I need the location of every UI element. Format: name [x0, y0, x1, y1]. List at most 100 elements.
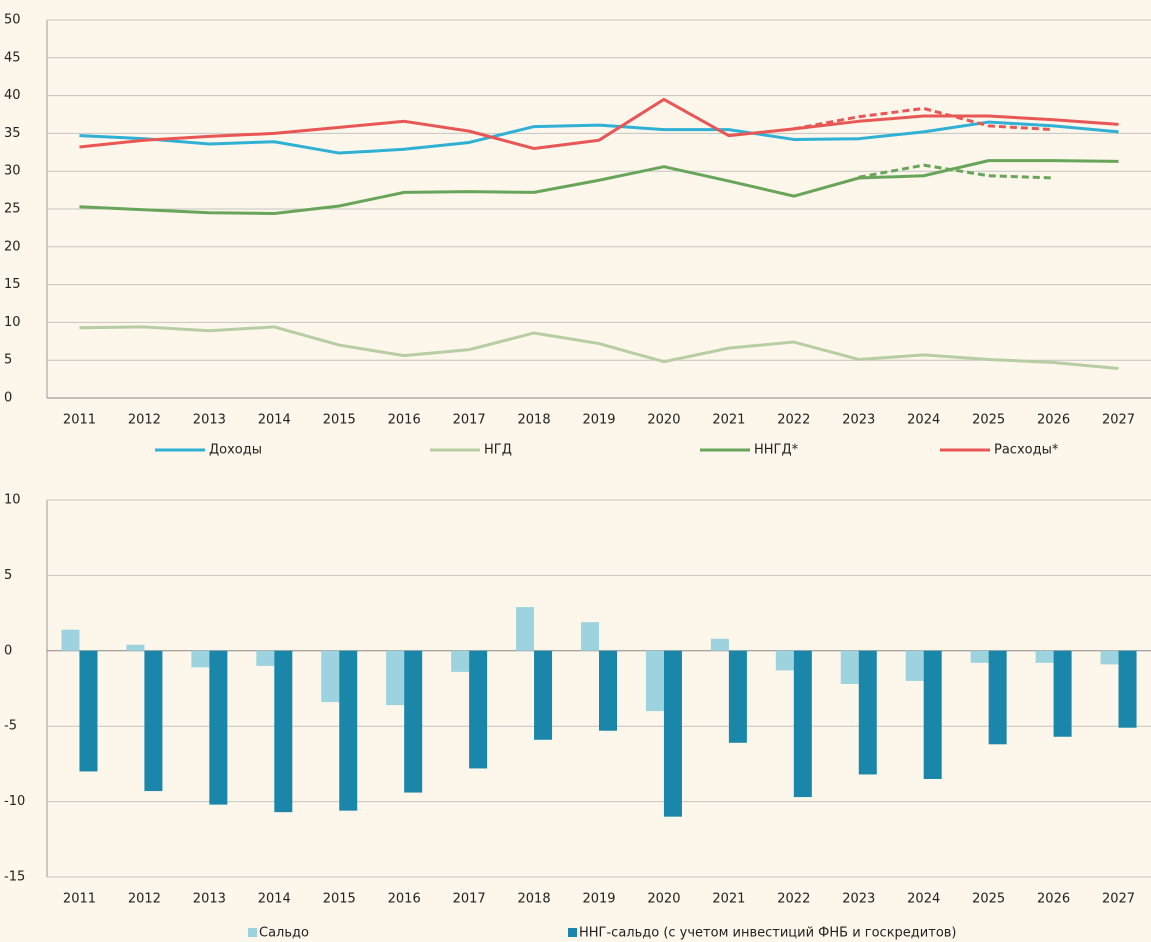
line	[858, 163, 1054, 180]
x-tick-label: 2027	[1102, 413, 1135, 428]
x-tick-label: 2014	[258, 413, 291, 428]
bar	[728, 650, 747, 743]
bar	[793, 650, 812, 798]
x-tick-label: 2014	[258, 892, 291, 907]
bar	[126, 644, 145, 651]
bar	[404, 650, 423, 793]
x-tick-label: 2020	[647, 892, 680, 907]
y-tick-label: 25	[4, 202, 21, 217]
x-tick-label: 2015	[323, 892, 356, 907]
legend-label: Расходы*	[994, 443, 1059, 458]
x-tick-label: 2027	[1102, 892, 1135, 907]
y-tick-label: 50	[4, 13, 21, 28]
legend-label: ННГД*	[754, 443, 799, 458]
bar	[321, 650, 340, 703]
line	[79, 325, 1119, 371]
x-tick-label: 2022	[777, 413, 810, 428]
x-tick-label: 2017	[453, 892, 486, 907]
x-tick-label: 2018	[518, 413, 551, 428]
y-tick-label: 40	[4, 88, 21, 103]
x-tick-label: 2011	[63, 892, 96, 907]
x-tick-label: 2019	[582, 892, 615, 907]
bar	[645, 650, 664, 712]
bar	[988, 650, 1007, 745]
bar	[469, 650, 488, 769]
x-tick-label: 2021	[712, 413, 745, 428]
x-tick-label: 2015	[323, 413, 356, 428]
bar	[61, 629, 80, 651]
y-tick-label: 20	[4, 239, 21, 254]
x-tick-label: 2023	[842, 413, 875, 428]
bar	[274, 650, 293, 813]
bar	[1100, 650, 1119, 665]
line	[79, 120, 1119, 155]
bar	[209, 650, 228, 805]
x-tick-label: 2016	[388, 892, 421, 907]
x-tick-label: 2019	[582, 413, 615, 428]
bar	[1035, 650, 1054, 663]
bar	[1118, 650, 1137, 728]
y-tick-label: 0	[4, 643, 12, 658]
x-tick-label: 2012	[128, 413, 161, 428]
x-tick-label: 2013	[193, 413, 226, 428]
bar	[451, 650, 470, 672]
bar	[599, 650, 617, 731]
bar	[534, 650, 553, 740]
legend-label: ННГ-сальдо (с учетом инвестиций ФНБ и го…	[579, 926, 957, 941]
bar	[1053, 650, 1072, 737]
bar	[386, 650, 405, 706]
bar	[858, 650, 877, 775]
x-tick-label: 2026	[1037, 892, 1070, 907]
legend-label: НГД	[484, 443, 512, 458]
y-tick-label: 35	[4, 126, 21, 141]
bar	[710, 638, 729, 651]
x-tick-label: 2011	[63, 413, 96, 428]
y-tick-label: -15	[4, 870, 25, 885]
x-tick-label: 2013	[193, 892, 226, 907]
x-tick-label: 2021	[712, 892, 745, 907]
x-tick-label: 2025	[972, 413, 1005, 428]
y-tick-label: 10	[4, 493, 21, 508]
y-tick-label: 15	[4, 277, 21, 292]
x-tick-label: 2026	[1037, 413, 1070, 428]
legend-label: Доходы	[209, 443, 262, 458]
line	[79, 159, 1119, 216]
y-tick-label: 10	[4, 315, 21, 330]
y-tick-label: 0	[4, 391, 12, 406]
x-tick-label: 2024	[907, 413, 940, 428]
y-tick-label: 30	[4, 164, 21, 179]
y-tick-label: -5	[4, 719, 17, 734]
bar	[581, 622, 599, 651]
bar	[256, 650, 275, 666]
x-tick-label: 2018	[518, 892, 551, 907]
legend-swatch	[248, 928, 257, 937]
bar	[516, 607, 535, 651]
y-tick-label: -10	[4, 794, 25, 809]
x-tick-label: 2023	[842, 892, 875, 907]
y-tick-label: 45	[4, 50, 21, 65]
line	[79, 97, 1119, 151]
x-tick-label: 2022	[777, 892, 810, 907]
bar	[840, 650, 859, 684]
bar	[339, 650, 358, 811]
y-tick-label: 5	[4, 568, 12, 583]
x-tick-label: 2020	[647, 413, 680, 428]
bar	[970, 650, 989, 663]
y-tick-label: 5	[4, 353, 12, 368]
x-tick-label: 2017	[453, 413, 486, 428]
x-tick-label: 2016	[388, 413, 421, 428]
x-tick-label: 2012	[128, 892, 161, 907]
bar	[775, 650, 794, 671]
bar	[191, 650, 210, 668]
bar	[79, 650, 98, 772]
line	[793, 106, 1054, 132]
bar	[144, 650, 163, 792]
bar	[923, 650, 942, 779]
bar	[905, 650, 924, 681]
legend-label: Сальдо	[259, 926, 309, 941]
legend-swatch	[568, 928, 577, 937]
x-tick-label: 2025	[972, 892, 1005, 907]
x-tick-label: 2024	[907, 892, 940, 907]
bar	[663, 650, 682, 817]
